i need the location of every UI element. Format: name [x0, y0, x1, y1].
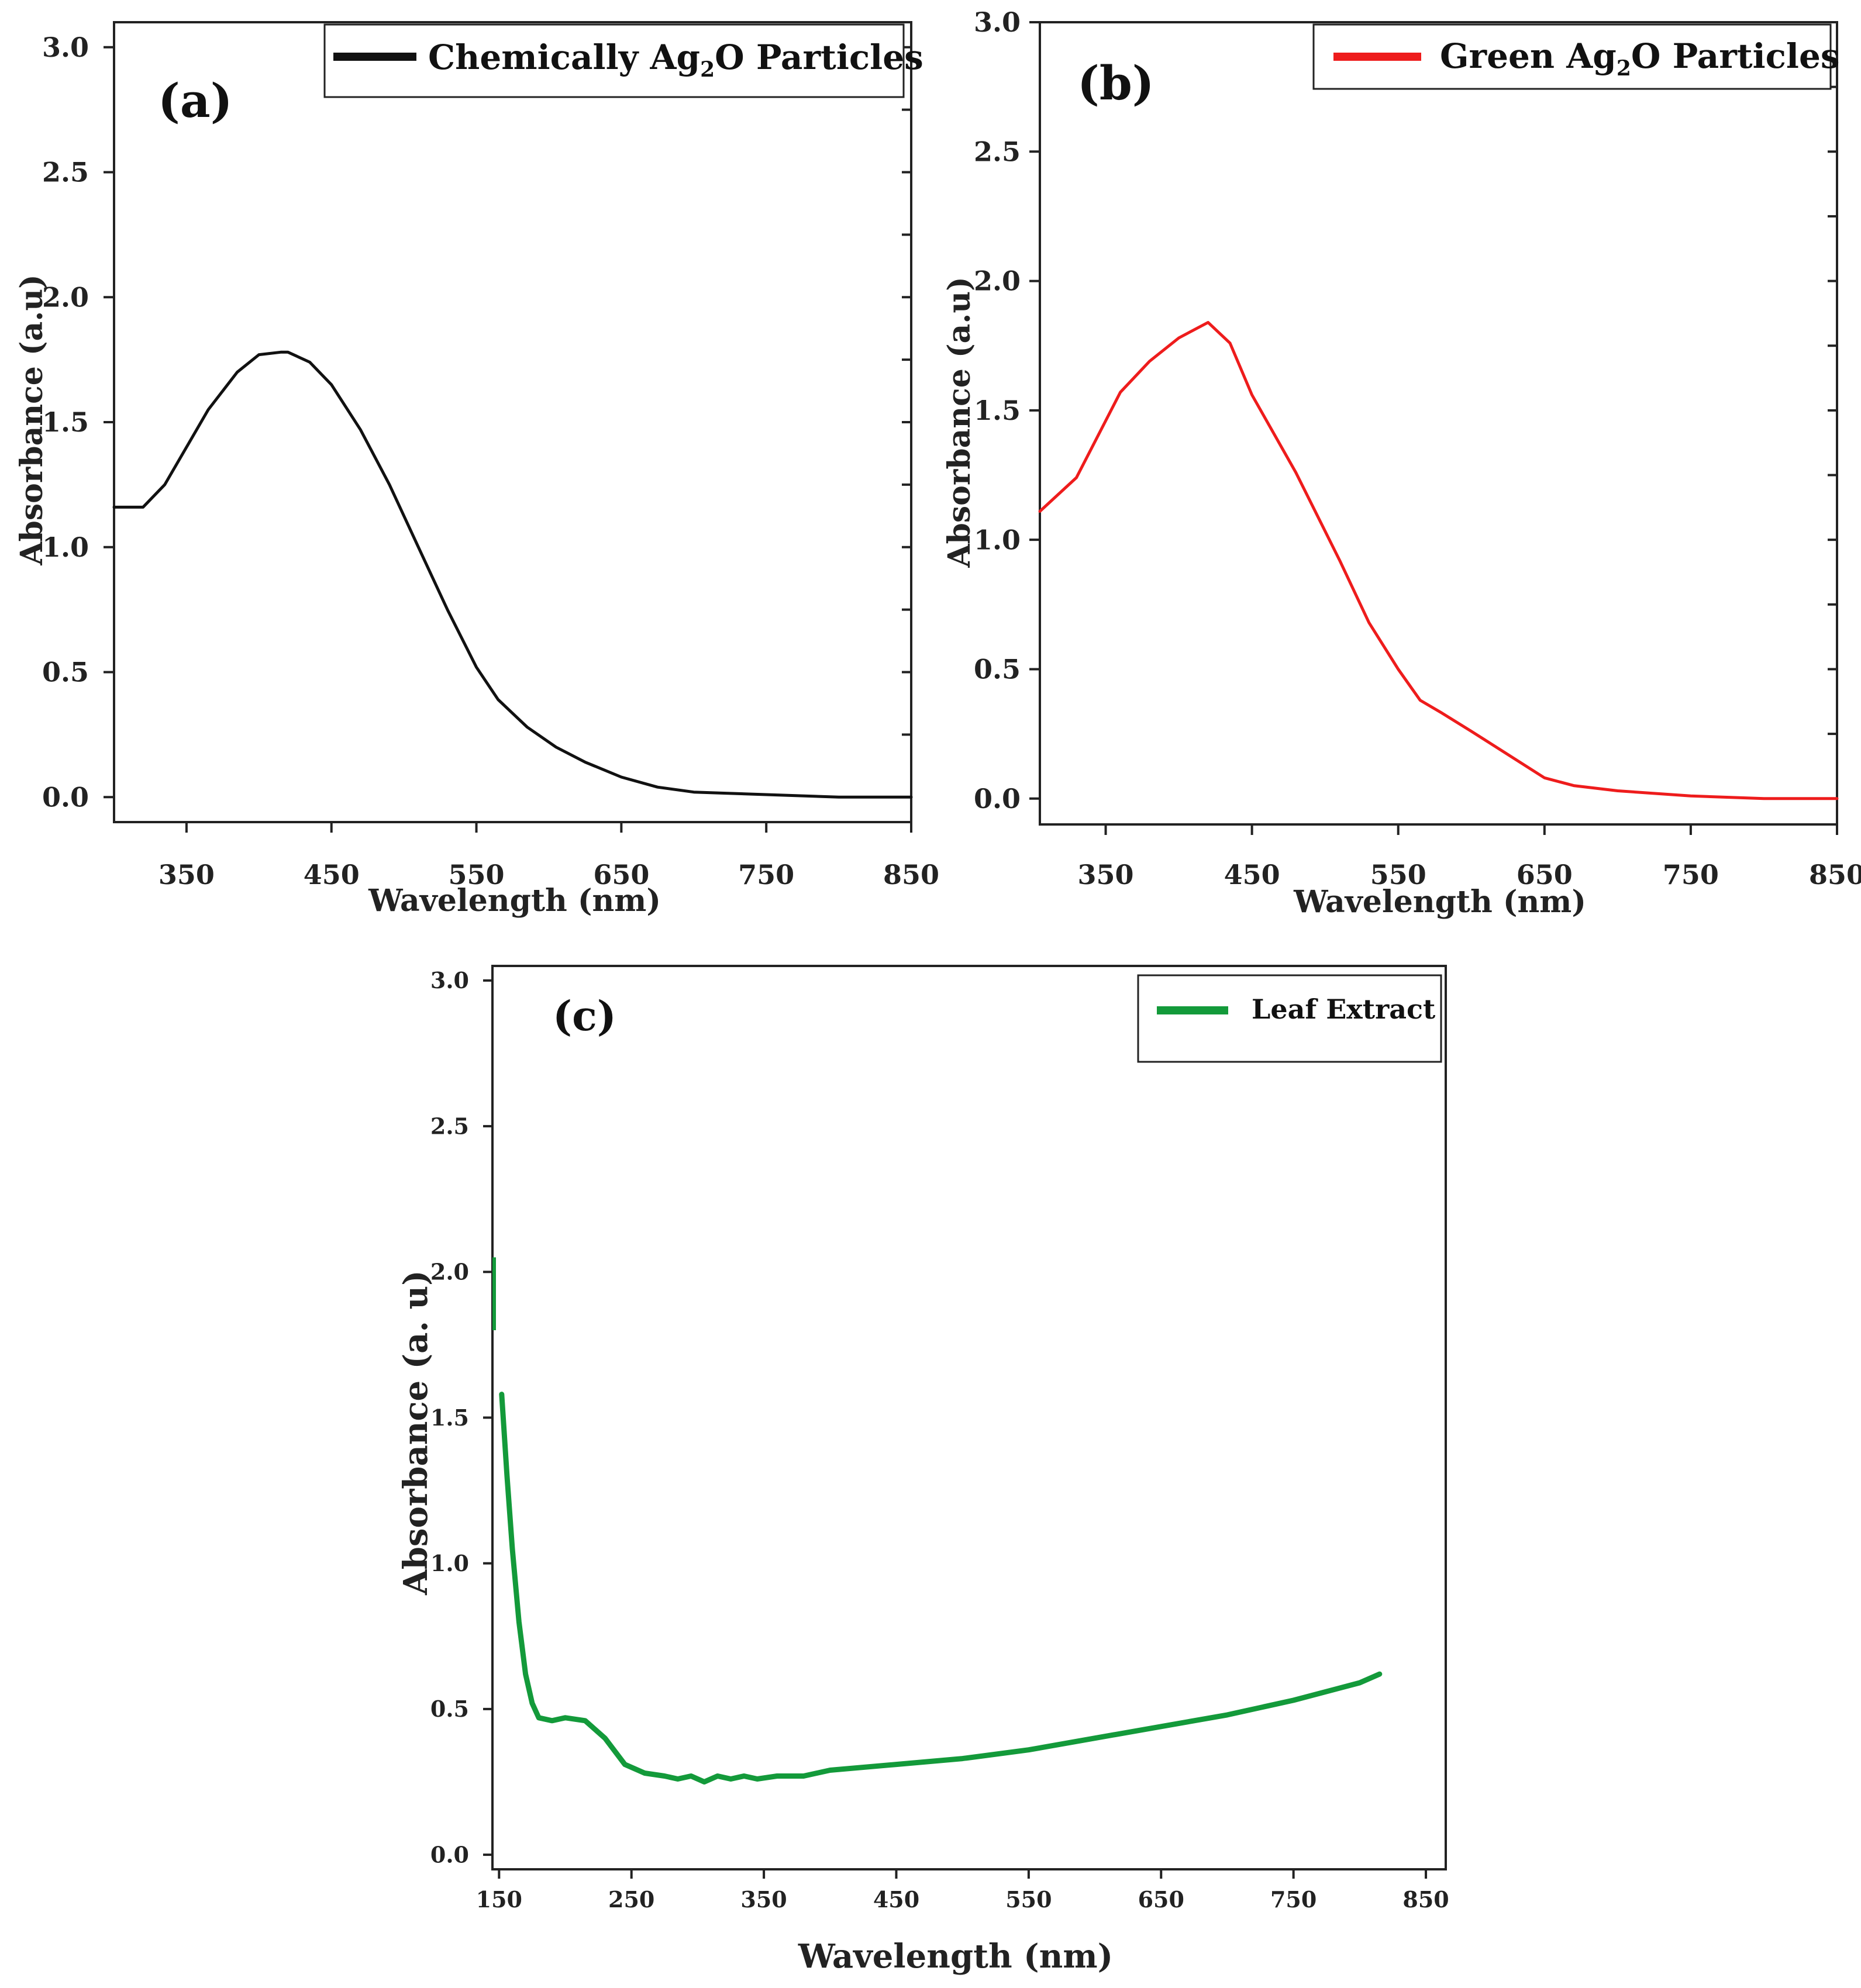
y-tick-label: 1.0: [42, 531, 89, 563]
y-tick-label: 2.5: [430, 1113, 469, 1139]
panel-label: (b): [1077, 56, 1154, 111]
x-tick-label: 550: [1370, 859, 1426, 891]
y-tick-label: 3.0: [42, 32, 89, 63]
legend-label: Green Ag2O Particles: [1440, 36, 1840, 81]
y-tick-label: 1.5: [974, 395, 1021, 426]
x-tick-label: 250: [608, 1886, 654, 1913]
legend-box: [1137, 974, 1442, 1063]
y-tick-label: 2.0: [974, 265, 1021, 297]
series-line: [499, 1392, 1383, 1785]
chart-panel-2: 0.0 0.5 1.0 1.5 2.0 2.5 3.0 150 250 350 450 550 650 7…: [397, 965, 1449, 1976]
x-tick-label: 350: [1078, 859, 1134, 891]
x-tick-label: 850: [883, 859, 939, 891]
y-tick-label: 2.5: [42, 157, 89, 188]
panel-label: (a): [158, 73, 233, 128]
x-tick-label: 650: [593, 859, 649, 891]
x-tick-label: 750: [738, 859, 794, 891]
chart-panel-1: 0.0 0.5 1.0 1.5 2.0 2.5 3.0 350 450 550 650 750 850 W…: [942, 6, 1861, 920]
x-tick-label: 850: [1402, 1886, 1449, 1913]
legend-box: [323, 23, 905, 98]
x-tick-label: 150: [476, 1886, 522, 1913]
x-tick-label: 550: [449, 859, 505, 891]
y-tick-label: 2.0: [42, 281, 89, 313]
y-tick-label: 1.0: [974, 524, 1021, 555]
series-line: [112, 350, 913, 799]
legend-label: Leaf Extract: [1252, 993, 1436, 1025]
plot-frame: [113, 21, 912, 823]
y-tick-label: 3.0: [974, 6, 1021, 38]
y-tick-label: 0.0: [42, 781, 89, 813]
y-tick-label: 0.0: [430, 1841, 469, 1868]
plot-frame: [1039, 21, 1838, 826]
x-tick-label: 750: [1663, 859, 1719, 891]
series-line: [1038, 320, 1839, 800]
y-axis-title: Absorbance (a.u): [14, 274, 50, 566]
y-tick-label: 1.5: [430, 1404, 469, 1431]
x-tick-label: 450: [873, 1886, 919, 1913]
chart-panel-0: 0.0 0.5 1.0 1.5 2.0 2.5 3.0 350 450 550 650 750 850 W…: [14, 21, 939, 919]
x-tick-label: 450: [304, 859, 360, 891]
y-tick-label: 2.0: [430, 1259, 469, 1285]
x-tick-label: 550: [1005, 1886, 1052, 1913]
x-axis-title: Wavelength (nm): [1293, 884, 1586, 920]
y-tick-label: 0.0: [974, 783, 1021, 814]
x-tick-label: 350: [158, 859, 215, 891]
y-tick-label: 1.0: [430, 1550, 469, 1576]
plot-frame: [491, 965, 1447, 1870]
x-tick-label: 750: [1270, 1886, 1317, 1913]
y-tick-label: 0.5: [974, 654, 1021, 685]
y-tick-label: 0.5: [430, 1696, 469, 1722]
x-tick-label: 450: [1224, 859, 1280, 891]
x-tick-label: 850: [1809, 859, 1861, 891]
panel-label: (c): [553, 992, 616, 1040]
legend-label: Chemically Ag2O Particles: [428, 37, 923, 82]
x-tick-label: 650: [1517, 859, 1573, 891]
y-tick-label: 1.5: [42, 406, 89, 438]
y-axis-title: Absorbance (a. u): [397, 1270, 435, 1595]
y-tick-label: 0.5: [42, 657, 89, 688]
y-tick-label: 2.5: [974, 136, 1021, 167]
x-axis-title: Wavelength (nm): [798, 1937, 1113, 1976]
y-tick-label: 3.0: [430, 967, 469, 993]
x-tick-label: 650: [1138, 1886, 1184, 1913]
x-tick-label: 350: [740, 1886, 787, 1913]
y-axis-title: Absorbance (a.u): [942, 277, 977, 568]
x-axis-title: Wavelength (nm): [368, 883, 661, 919]
